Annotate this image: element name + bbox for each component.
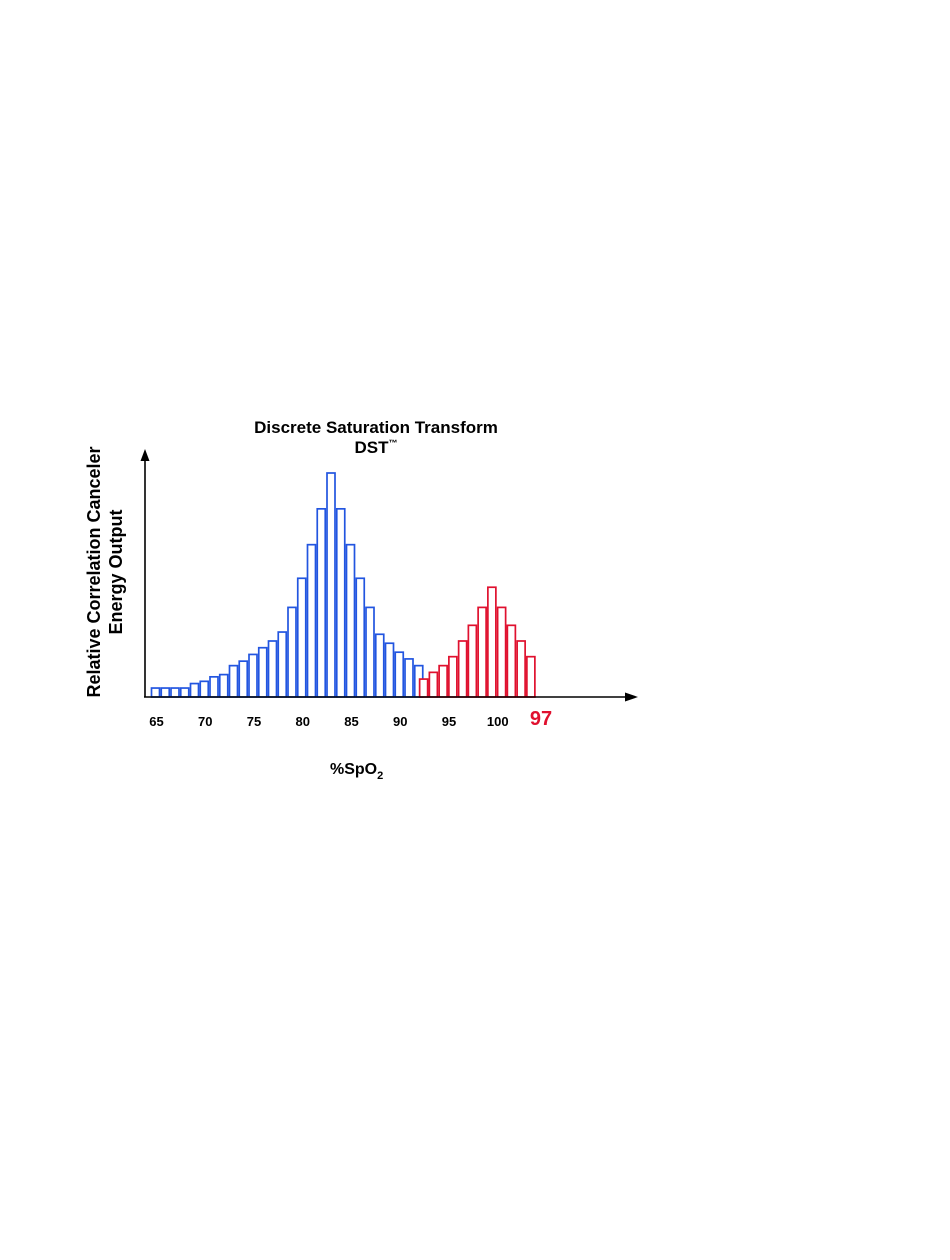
x-axis-label-subscript: 2 [377,770,383,782]
bar-red-103.5 [526,655,536,698]
x-tick-70: 70 [198,714,212,729]
x-tick-80: 80 [296,714,310,729]
bar-red-93.5 [428,671,439,698]
bar-blue-76 [257,646,268,698]
bar-blue-71 [209,675,219,698]
bar-blue-83 [326,472,336,698]
bar-blue-81 [306,543,317,698]
x-axis-arrow [625,692,638,702]
bar-blue-74 [238,660,249,698]
bar-blue-85 [345,543,356,698]
bar-blue-69 [189,682,200,698]
bar-blue-84 [335,507,346,698]
x-axis-label: %SpO2 [330,761,383,782]
bar-blue-68 [179,687,190,698]
bar-red-94.5 [438,664,448,698]
y-axis-arrow [140,449,150,461]
bar-blue-82 [316,507,327,698]
bar-blue-70 [199,680,210,698]
bar-red-97.5 [467,624,478,698]
bar-blue-65 [150,687,161,698]
bar-blue-72 [218,673,229,698]
bar-blue-75 [248,653,258,698]
x-tick-65: 65 [149,714,163,729]
bar-red-100.5 [496,606,507,698]
bar-red-96.5 [457,640,468,698]
bar-red-95.5 [448,655,458,698]
bar-red-98.5 [477,606,487,698]
x-tick-75: 75 [247,714,261,729]
y-axis-label-line2: Energy Output [106,509,126,634]
x-tick-labels: 65 70 75 80 85 90 95 100 [149,714,508,729]
trademark-mark: ™ [389,438,398,448]
bar-blue-80 [296,577,307,698]
bar-blue-67 [170,687,180,698]
bar-blue-86 [355,577,366,698]
bar-blue-90 [394,651,405,698]
bar-blue-88 [374,633,385,698]
x-tick-90: 90 [393,714,407,729]
bar-red-102.5 [516,640,526,698]
bar-blue-66 [160,687,171,698]
bar-red-99.5 [487,586,497,698]
bar-blue-89 [384,642,395,698]
chart-title: Discrete Saturation Transform [254,418,498,437]
y-axis-label-line1: Relative Correlation Canceler [84,446,104,697]
bar-blue-87 [365,606,375,698]
bar-blue-79 [287,606,297,698]
highlight-value-label: 97 [530,708,552,730]
x-tick-85: 85 [344,714,358,729]
bar-blue-73 [228,664,239,698]
bar-red-101.5 [506,624,517,698]
bar-blue-91 [404,658,414,698]
bars-group [150,472,536,698]
bar-blue-77 [267,640,278,698]
x-tick-100: 100 [487,714,509,729]
chart-subtitle: DST™ [355,438,398,457]
x-tick-95: 95 [442,714,456,729]
bar-red-92.5 [418,678,429,698]
bar-blue-78 [277,631,288,698]
